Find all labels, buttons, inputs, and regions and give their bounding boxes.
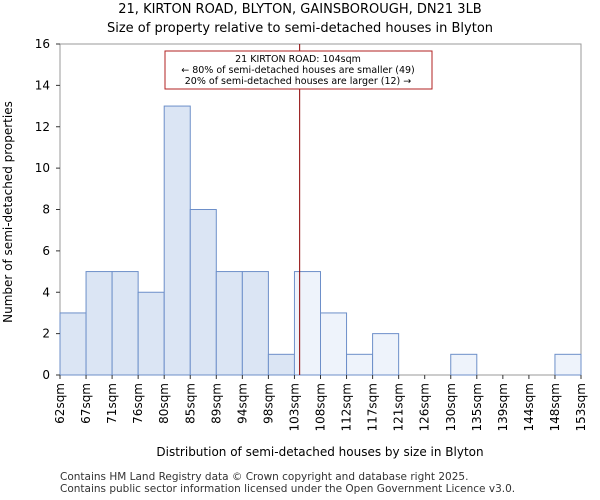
bar-89sqm (215, 271, 243, 376)
bar-98sqm (267, 353, 295, 376)
bar-71sqm (111, 271, 139, 376)
chart-subtitle: Size of property relative to semi-detach… (107, 21, 493, 36)
y-axis-label: Number of semi-detached properties (1, 101, 15, 323)
x-tick-label: 98sqm (261, 383, 275, 424)
bar-108sqm (320, 312, 348, 376)
bar-67sqm (85, 271, 113, 376)
y-tick-label: 10 (35, 161, 50, 175)
annotation-line-1: 21 KIRTON ROAD: 104sqm (235, 54, 361, 65)
annotation-box (164, 50, 433, 90)
footer-copyright: Contains HM Land Registry data © Crown c… (60, 471, 469, 483)
x-tick-label: 112sqm (340, 383, 354, 431)
y-tick-label: 4 (42, 285, 50, 299)
chart-title: 21, KIRTON ROAD, BLYTON, GAINSBOROUGH, D… (118, 2, 481, 17)
x-axis-label: Distribution of semi-detached houses by … (156, 445, 483, 459)
bar-76sqm (137, 291, 165, 376)
y-tick-label: 6 (42, 244, 50, 258)
bar-62sqm (59, 312, 87, 376)
x-tick-label: 153sqm (574, 383, 588, 431)
y-tick-label: 8 (42, 203, 50, 217)
footer-licence: Contains public sector information licen… (60, 483, 516, 495)
bar-85sqm (189, 209, 217, 376)
x-tick-label: 80sqm (157, 383, 171, 424)
x-tick-label: 62sqm (53, 383, 67, 424)
y-tick-label: 14 (35, 78, 50, 92)
annotation-line-3: 20% of semi-detached houses are larger (… (185, 76, 412, 87)
x-tick-label: 130sqm (444, 383, 458, 431)
x-tick-label: 94sqm (235, 383, 249, 424)
x-tick-label: 144sqm (522, 383, 536, 431)
x-tick-label: 71sqm (105, 383, 119, 424)
y-tick-label: 12 (35, 120, 50, 134)
x-tick-label: 103sqm (287, 383, 301, 431)
bar-94sqm (241, 271, 269, 376)
x-tick-label: 76sqm (131, 383, 145, 424)
x-tick-label: 148sqm (548, 383, 562, 431)
x-tick-label: 89sqm (209, 383, 223, 424)
x-tick-label: 108sqm (314, 383, 328, 431)
x-tick-label: 135sqm (470, 383, 484, 431)
y-tick-label: 0 (42, 368, 50, 382)
bar-112sqm (346, 353, 374, 376)
y-tick-label: 2 (42, 327, 50, 341)
x-tick-label: 67sqm (79, 383, 93, 424)
x-tick-label: 126sqm (418, 383, 432, 431)
bar-148sqm (554, 353, 582, 376)
x-tick-label: 139sqm (496, 383, 510, 431)
annotation-line-2: ← 80% of semi-detached houses are smalle… (181, 65, 415, 76)
bar-130sqm (450, 353, 478, 376)
x-tick-label: 85sqm (183, 383, 197, 424)
x-tick-label: 121sqm (392, 383, 406, 431)
y-tick-label: 16 (35, 37, 50, 51)
bar-80sqm (163, 105, 191, 376)
bar-117sqm (372, 333, 400, 376)
x-tick-label: 117sqm (366, 383, 380, 431)
bar-103sqm (293, 271, 322, 376)
